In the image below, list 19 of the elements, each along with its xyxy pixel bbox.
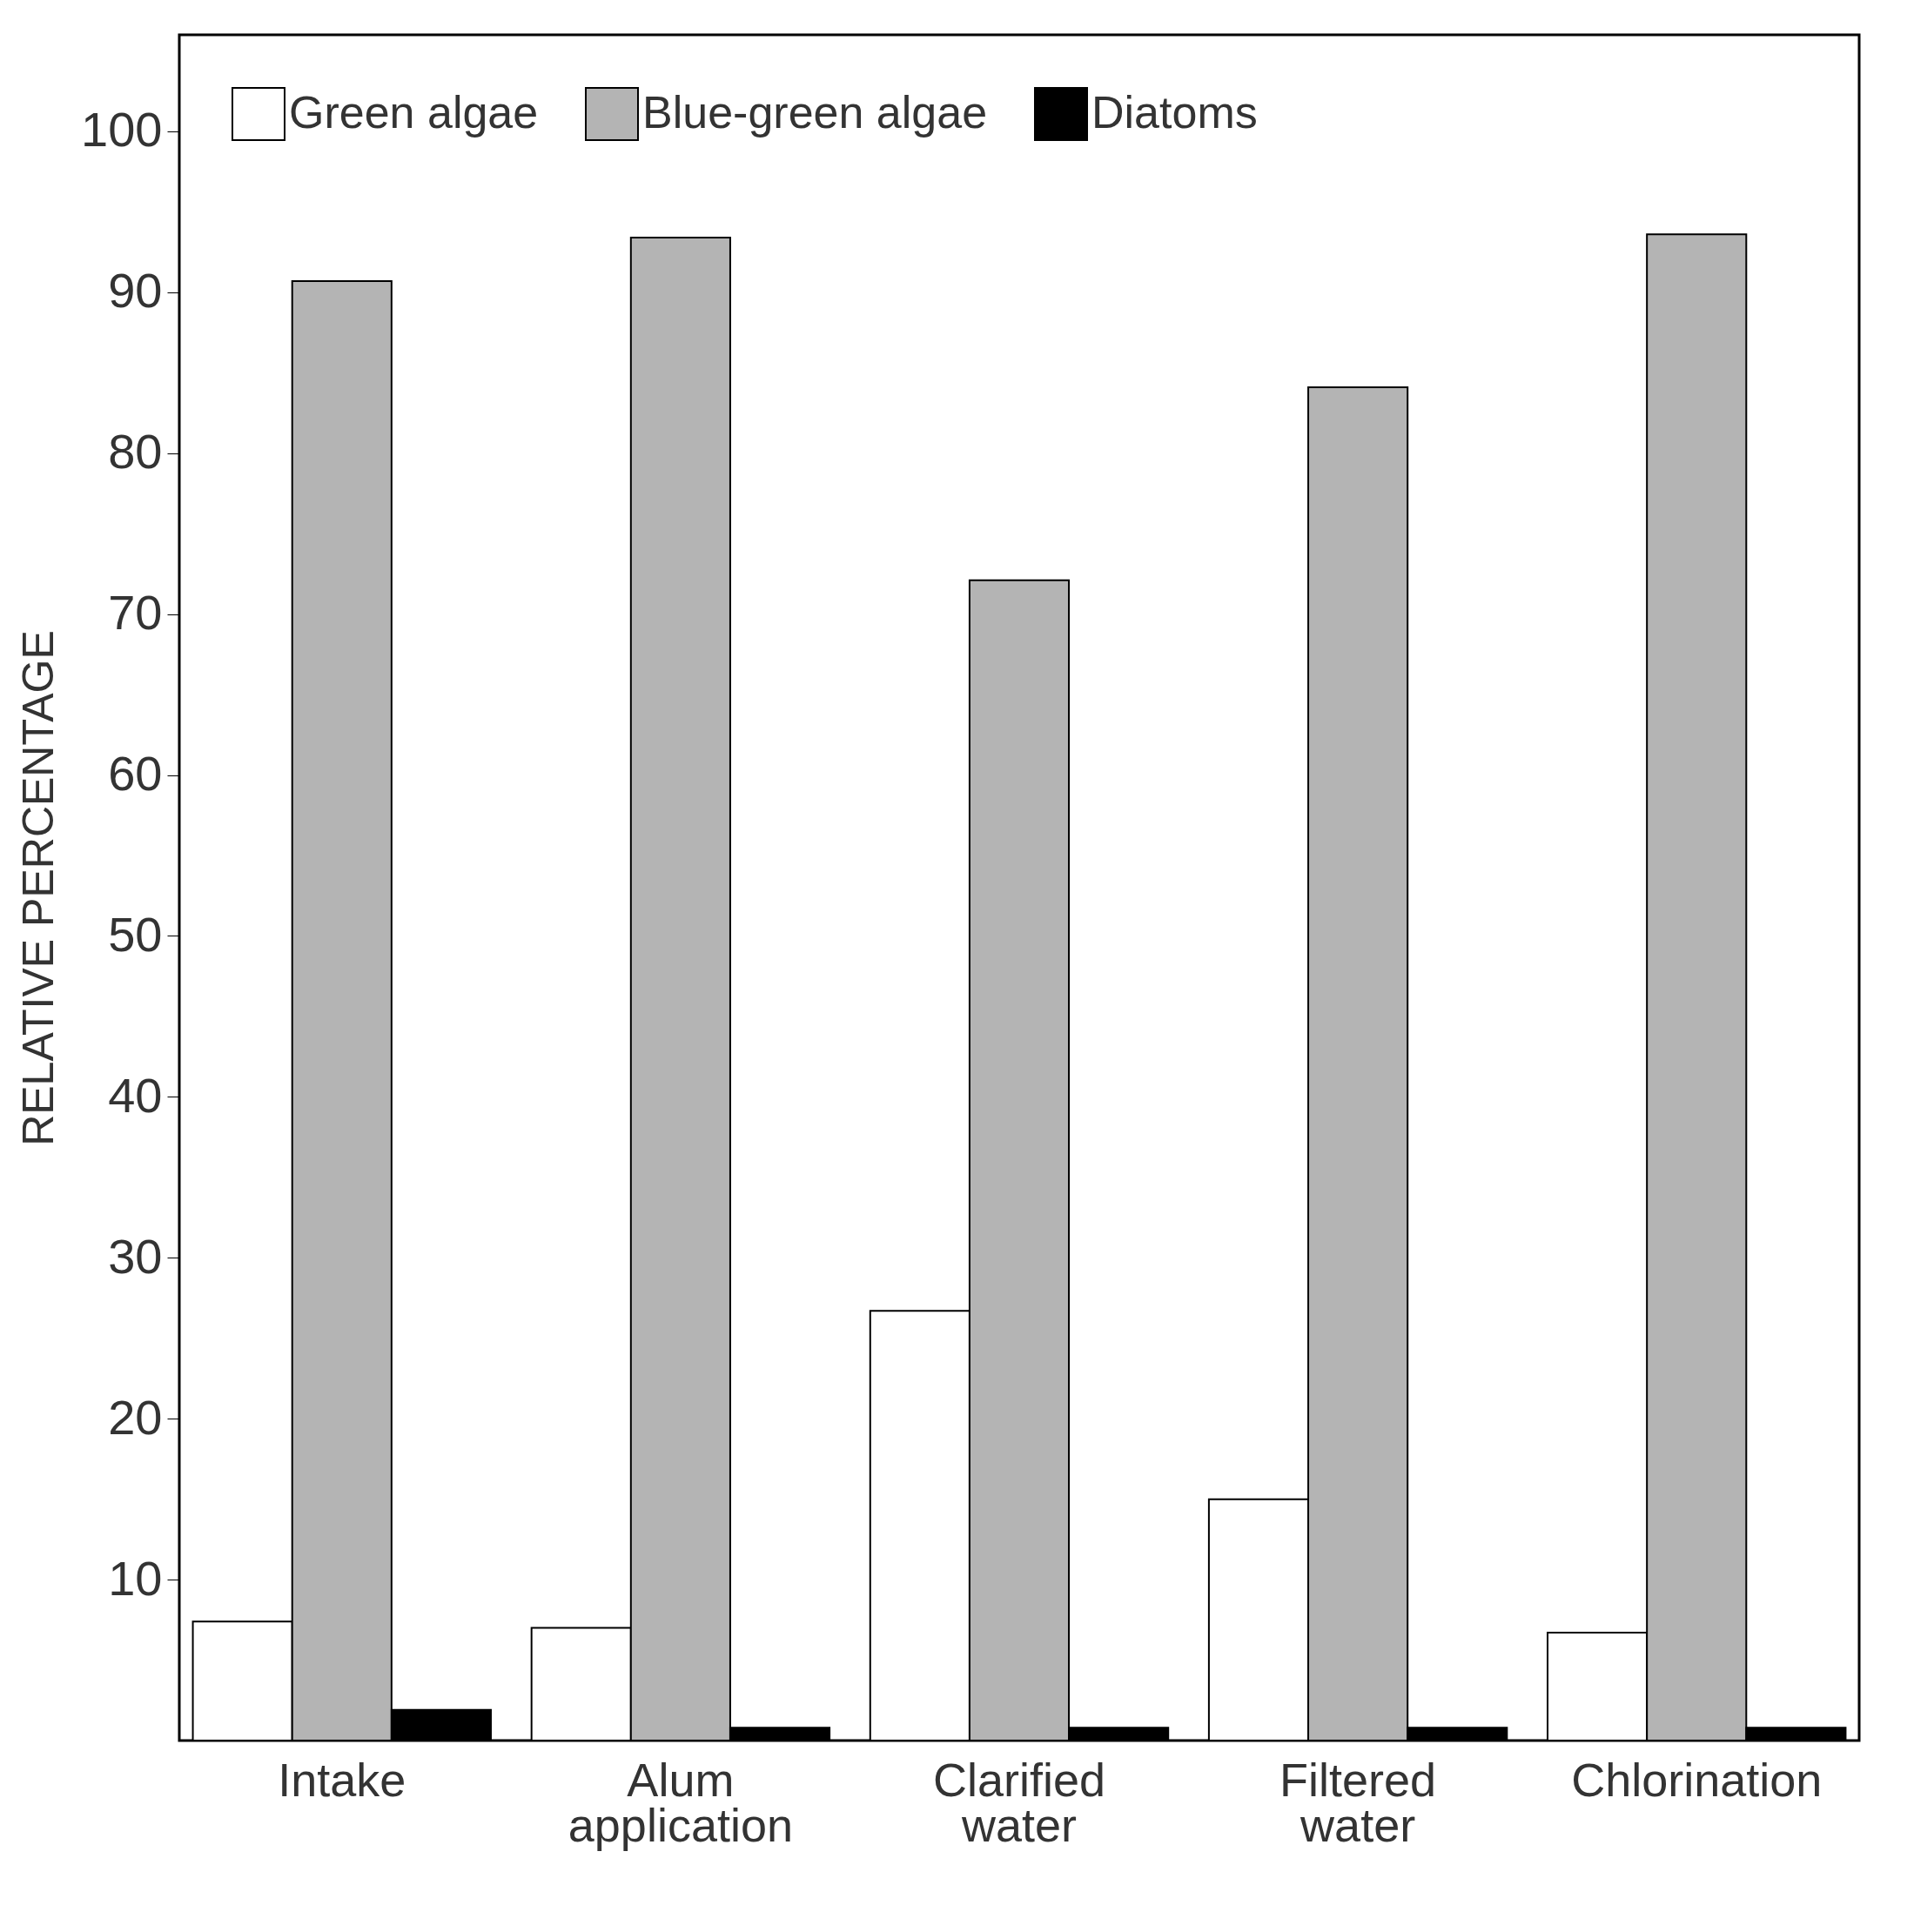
- y-tick-label: 30: [108, 1228, 163, 1284]
- x-tick-label: Filtered water: [1279, 1753, 1437, 1851]
- y-tick-label: 80: [108, 424, 163, 480]
- x-tick-label: Intake: [278, 1753, 406, 1806]
- x-tick-label: Alum application: [567, 1753, 793, 1851]
- y-tick-label: 90: [108, 263, 163, 319]
- y-tick-label: 60: [108, 746, 163, 802]
- legend-label: Diatoms: [1091, 87, 1258, 138]
- y-tick-label: 10: [108, 1550, 163, 1606]
- y-axis-title: RELATIVE PERCENTAGE: [14, 630, 64, 1146]
- y-tick-label: 40: [108, 1067, 163, 1123]
- legend-label: Green algae: [289, 87, 539, 138]
- y-tick-label: 20: [108, 1389, 163, 1445]
- y-tick-label: 50: [108, 906, 163, 962]
- y-tick-label: 70: [108, 585, 163, 641]
- legend-label: Blue-green algae: [642, 87, 988, 138]
- x-tick-label: Clarified water: [932, 1753, 1106, 1851]
- y-tick-label: 100: [81, 102, 163, 158]
- x-tick-label: Chlorination: [1571, 1753, 1823, 1806]
